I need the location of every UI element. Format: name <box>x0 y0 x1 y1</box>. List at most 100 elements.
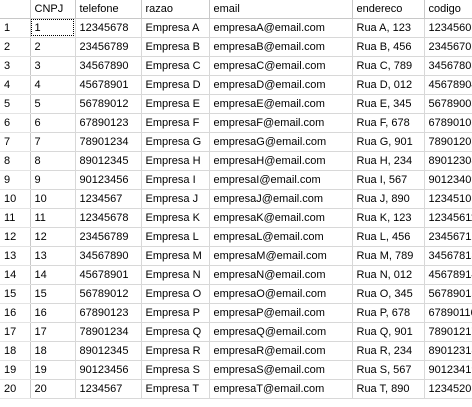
cell-telefone[interactable]: 67890123 <box>75 113 142 133</box>
row-number[interactable]: 9 <box>0 170 31 190</box>
cell-codigo[interactable]: 67890116 <box>424 303 472 323</box>
cell-razao[interactable]: Empresa Q <box>141 322 210 342</box>
cell-razao[interactable]: Empresa R <box>141 341 210 361</box>
cell-email[interactable]: empresaQ@email.com <box>209 322 353 342</box>
cell-telefone[interactable]: 56789012 <box>75 284 142 304</box>
cell-codigo[interactable]: 12345611 <box>424 208 472 228</box>
cell-telefone[interactable]: 23456789 <box>75 227 142 247</box>
cell-endereco[interactable]: Rua D, 012 <box>352 75 425 95</box>
cell-telefone[interactable]: 45678901 <box>75 265 142 285</box>
cell-cnpj[interactable]: 14 <box>30 265 76 285</box>
row-number[interactable]: 13 <box>0 246 31 266</box>
cell-endereco[interactable]: Rua H, 234 <box>352 151 425 171</box>
column-header-telefone[interactable]: telefone <box>75 0 142 19</box>
row-number[interactable]: 5 <box>0 94 31 114</box>
cell-razao[interactable]: Empresa B <box>141 37 210 57</box>
row-number[interactable]: 3 <box>0 56 31 76</box>
cell-email[interactable]: empresaT@email.com <box>209 379 353 399</box>
cell-telefone[interactable]: 78901234 <box>75 322 142 342</box>
cell-cnpj[interactable]: 20 <box>30 379 76 399</box>
cell-endereco[interactable]: Rua T, 890 <box>352 379 425 399</box>
cell-telefone[interactable]: 78901234 <box>75 132 142 152</box>
cell-codigo[interactable]: 23456702 <box>424 37 472 57</box>
cell-telefone[interactable]: 45678901 <box>75 75 142 95</box>
cell-codigo[interactable]: 89012318 <box>424 341 472 361</box>
cell-telefone[interactable]: 67890123 <box>75 303 142 323</box>
cell-endereco[interactable]: Rua C, 789 <box>352 56 425 76</box>
cell-telefone[interactable]: 90123456 <box>75 170 142 190</box>
cell-codigo[interactable]: 34567803 <box>424 56 472 76</box>
cell-codigo[interactable]: 1234510 <box>424 189 472 209</box>
cell-email[interactable]: empresaB@email.com <box>209 37 353 57</box>
cell-telefone[interactable]: 90123456 <box>75 360 142 380</box>
cell-codigo[interactable]: 34567813 <box>424 246 472 266</box>
cell-cnpj[interactable]: 8 <box>30 151 76 171</box>
cell-telefone[interactable]: 12345678 <box>75 18 142 38</box>
row-number[interactable]: 16 <box>0 303 31 323</box>
cell-endereco[interactable]: Rua P, 678 <box>352 303 425 323</box>
cell-endereco[interactable]: Rua N, 012 <box>352 265 425 285</box>
column-header-cnpj[interactable]: CNPJ <box>30 0 76 19</box>
cell-cnpj[interactable]: 10 <box>30 189 76 209</box>
cell-telefone[interactable]: 12345678 <box>75 208 142 228</box>
cell-email[interactable]: empresaN@email.com <box>209 265 353 285</box>
cell-cnpj[interactable]: 16 <box>30 303 76 323</box>
cell-razao[interactable]: Empresa D <box>141 75 210 95</box>
cell-cnpj[interactable]: 3 <box>30 56 76 76</box>
cell-razao[interactable]: Empresa H <box>141 151 210 171</box>
cell-endereco[interactable]: Rua I, 567 <box>352 170 425 190</box>
cell-endereco[interactable]: Rua R, 234 <box>352 341 425 361</box>
cell-razao[interactable]: Empresa I <box>141 170 210 190</box>
row-number[interactable]: 1 <box>0 18 31 38</box>
cell-codigo[interactable]: 78901217 <box>424 322 472 342</box>
row-number[interactable]: 12 <box>0 227 31 247</box>
cell-endereco[interactable]: Rua S, 567 <box>352 360 425 380</box>
row-number[interactable]: 19 <box>0 360 31 380</box>
cell-email[interactable]: empresaK@email.com <box>209 208 353 228</box>
cell-cnpj[interactable]: 18 <box>30 341 76 361</box>
cell-email[interactable]: empresaH@email.com <box>209 151 353 171</box>
cell-telefone[interactable]: 1234567 <box>75 189 142 209</box>
cell-endereco[interactable]: Rua A, 123 <box>352 18 425 38</box>
cell-cnpj[interactable]: 9 <box>30 170 76 190</box>
cell-email[interactable]: empresaR@email.com <box>209 341 353 361</box>
column-header-endereco[interactable]: endereco <box>352 0 425 19</box>
row-number[interactable]: 8 <box>0 151 31 171</box>
cell-telefone[interactable]: 23456789 <box>75 37 142 57</box>
row-number[interactable]: 4 <box>0 75 31 95</box>
cell-cnpj[interactable]: 15 <box>30 284 76 304</box>
cell-telefone[interactable]: 1234567 <box>75 379 142 399</box>
cell-razao[interactable]: Empresa K <box>141 208 210 228</box>
cell-telefone[interactable]: 34567890 <box>75 246 142 266</box>
cell-cnpj[interactable]: 4 <box>30 75 76 95</box>
column-header-email[interactable]: email <box>209 0 353 19</box>
cell-razao[interactable]: Empresa N <box>141 265 210 285</box>
cell-codigo[interactable]: 45678914 <box>424 265 472 285</box>
row-number[interactable]: 15 <box>0 284 31 304</box>
cell-email[interactable]: empresaG@email.com <box>209 132 353 152</box>
cell-cnpj[interactable]: 19 <box>30 360 76 380</box>
cell-codigo[interactable]: 1234520 <box>424 379 472 399</box>
cell-cnpj[interactable]: 2 <box>30 37 76 57</box>
cell-endereco[interactable]: Rua K, 123 <box>352 208 425 228</box>
row-number[interactable]: 7 <box>0 132 31 152</box>
cell-cnpj[interactable]: 7 <box>30 132 76 152</box>
cell-email[interactable]: empresaD@email.com <box>209 75 353 95</box>
cell-codigo[interactable]: 56789015 <box>424 284 472 304</box>
cell-endereco[interactable]: Rua O, 345 <box>352 284 425 304</box>
cell-email[interactable]: empresaF@email.com <box>209 113 353 133</box>
cell-codigo[interactable]: 45678904 <box>424 75 472 95</box>
cell-endereco[interactable]: Rua F, 678 <box>352 113 425 133</box>
row-number[interactable]: 6 <box>0 113 31 133</box>
row-number[interactable]: 18 <box>0 341 31 361</box>
